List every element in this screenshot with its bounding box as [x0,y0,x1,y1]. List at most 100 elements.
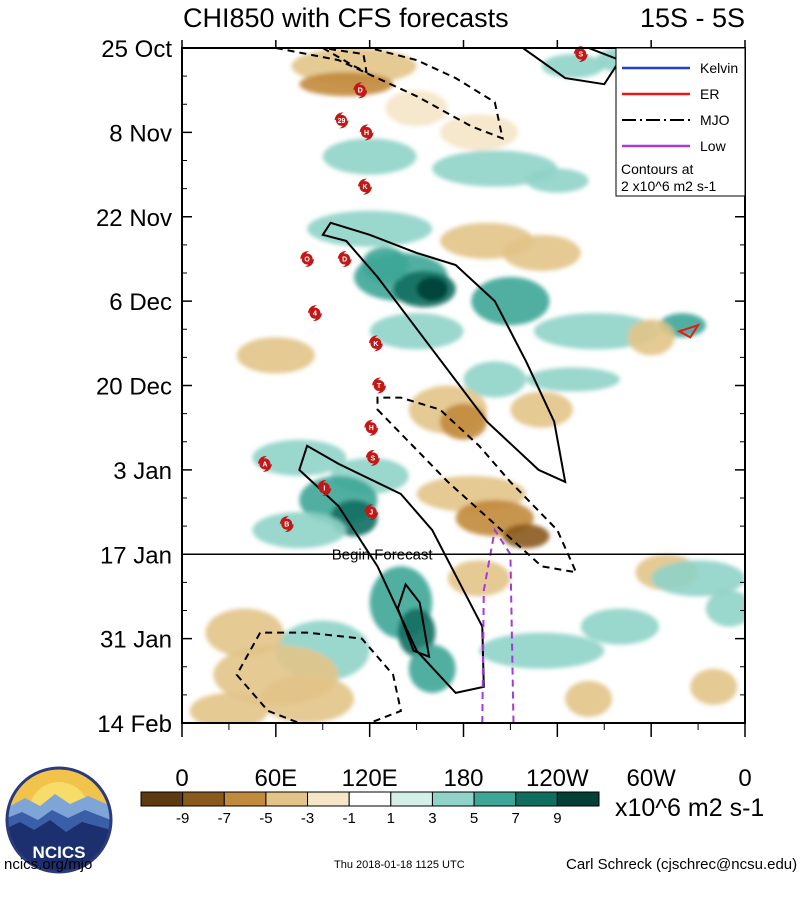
legend-item: Kelvin [622,60,738,76]
anomaly-patch [651,560,745,597]
legend: Kelvin ER MJO Low Contours at 2 x10^6 m2 s-… [615,47,746,197]
anomaly-patch [205,608,284,657]
mjo-positive-contour [321,221,567,484]
storm-marker: H [364,419,379,436]
anomaly-patch [361,246,409,284]
colorbar-label: -3 [301,810,314,827]
colorbar-label: 5 [470,810,478,827]
anomaly-patch [541,54,605,79]
legend-label: Low [700,138,727,154]
colorbar-swatch [515,791,558,807]
y-tick-label: 8 Nov [109,120,172,147]
legend-note-line2: 2 x10^6 m2 s-1 [621,178,716,194]
y-axis: 25 Oct 8 Nov 22 Nov 6 Dec 20 Dec 3 Jan 17 Jan 3… [96,36,745,738]
x-tick-label: 60E [254,765,297,792]
y-tick-label: 3 Jan [113,458,172,485]
colorbar-label: -5 [259,810,272,827]
legend-item: MJO [622,112,730,128]
chart-title: CHI850 with CFS forecasts [183,3,509,33]
colorbar-swatch [390,791,433,807]
anomaly-patch [252,512,347,549]
storm-markers: S D 29 H K O D 4 K T H S A I J B [257,46,588,533]
anomaly-patch [432,150,558,187]
colorbar-label: 9 [553,810,561,827]
legend-label: MJO [700,112,730,128]
storm-marker: J [364,504,379,521]
footer-left[interactable]: ncics.org/mjo [4,856,93,873]
x-tick-label: 0 [175,765,188,792]
storm-marker: D [337,250,352,267]
anomaly-patch [690,668,738,705]
y-tick-label: 6 Dec [109,289,172,316]
storm-marker: K [357,178,372,195]
legend-item: Low [622,138,727,154]
anomaly-patch [463,361,527,398]
colorbar-label: 1 [387,810,395,827]
legend-box [615,47,746,197]
storm-label: K [373,341,378,348]
storm-marker: S [573,46,588,63]
anomaly-patch [299,72,394,97]
y-tick-label: 14 Feb [97,711,172,738]
storm-label: B [284,522,289,529]
x-tick-label: 120E [342,765,398,792]
anomaly-patch [397,608,436,657]
colorbar-swatch [431,791,475,807]
anomaly-patch [502,234,581,271]
mjo-negative-contour [376,396,578,574]
storm-label: 29 [338,118,346,125]
anomaly-patch [526,168,589,193]
footer-center: Thu 2018-01-18 1125 UTC [334,859,465,871]
anomaly-patch [510,391,573,428]
anomaly-patch [627,319,675,356]
storm-marker: D [353,82,368,99]
colorbar-swatch [348,791,392,807]
forecast-label: Begin Forecast [332,546,434,563]
storm-marker: B [279,516,294,533]
colorbar-label: 3 [428,810,436,827]
colorbar-label: -7 [218,810,231,827]
colorbar-label: -1 [343,810,356,827]
storm-marker: T [372,377,387,394]
storm-label: S [578,52,583,59]
colorbar-swatch [556,791,600,807]
anomaly-field [189,48,745,723]
x-tick-label: 0 [738,765,751,792]
mjo-negative-contour [275,48,504,141]
colorbar: -9 -7 -5 -3 -1 1 3 5 7 9 [140,791,600,827]
anomaly-patch [369,313,464,350]
storm-label: S [370,455,375,462]
colorbar-swatch [223,791,267,807]
colorbar-swatch [307,791,350,807]
legend-label: ER [700,86,719,102]
y-tick-label: 31 Jan [100,627,172,654]
storm-label: I [323,485,325,492]
low-contour [481,527,515,723]
anomaly-patch [479,632,605,669]
anomaly-patch [252,439,347,476]
x-tick-label: 60W [626,765,676,792]
y-tick-label: 20 Dec [96,374,172,401]
anomaly-patch [447,560,511,597]
er-contour [676,323,701,339]
y-tick-label: 25 Oct [101,36,172,63]
legend-note-line1: Contours at [621,161,693,177]
logo-text: NCICS [33,843,86,862]
colorbar-swatch [473,791,517,807]
x-axis: 0 60E 120E 180 120W 60W 0 [175,40,752,792]
storm-label: H [369,425,374,432]
storm-marker: K [368,335,383,352]
storm-label: D [342,256,347,263]
storm-label: O [304,256,310,263]
mjo-negative-contour [235,631,403,723]
storm-marker: 4 [307,305,322,322]
footer-right: Carl Schreck (cjschrec@ncsu.edu) [566,856,798,873]
anomaly-patch [189,692,269,723]
colorbar-units: x10^6 m2 s-1 [615,794,764,822]
storm-marker: S [365,449,380,466]
anomaly-patch [416,277,448,302]
anomaly-patch [502,524,550,549]
anomaly-patch [580,608,659,645]
colorbar-label: -9 [176,810,189,827]
